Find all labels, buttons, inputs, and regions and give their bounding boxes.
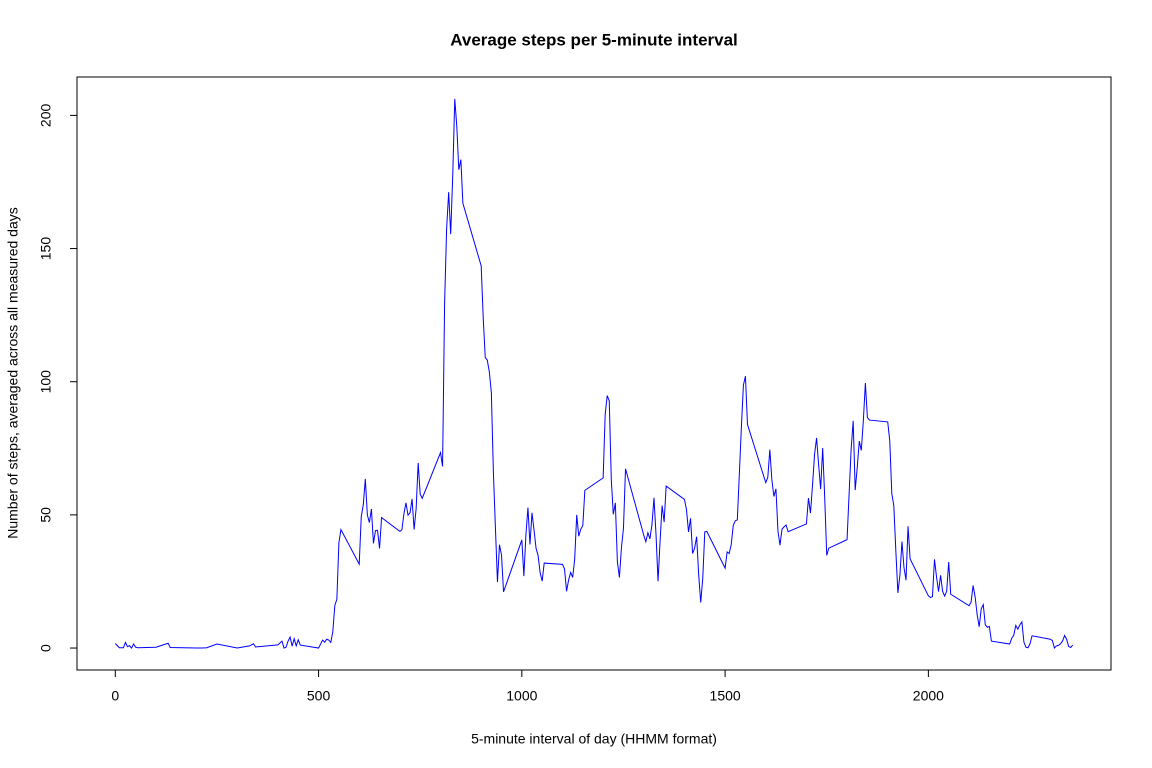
x-tick-label: 500 xyxy=(307,688,331,704)
y-tick-label: 200 xyxy=(38,104,54,128)
x-tick-label: 1500 xyxy=(710,688,741,704)
y-tick-label: 50 xyxy=(38,507,54,523)
y-tick-label: 150 xyxy=(38,237,54,261)
y-tick-label: 100 xyxy=(38,370,54,394)
plot-frame xyxy=(76,76,1112,671)
data-line xyxy=(114,98,1074,650)
x-tick-label: 0 xyxy=(111,688,119,704)
y-axis-label: Number of steps, averaged across all mea… xyxy=(5,207,21,539)
y-tick-label: 0 xyxy=(38,644,54,652)
x-tick-label: 1000 xyxy=(506,688,537,704)
x-tick-label: 2000 xyxy=(913,688,944,704)
chart-title: Average steps per 5-minute interval xyxy=(450,30,738,49)
x-axis-label: 5-minute interval of day (HHMM format) xyxy=(471,731,717,747)
